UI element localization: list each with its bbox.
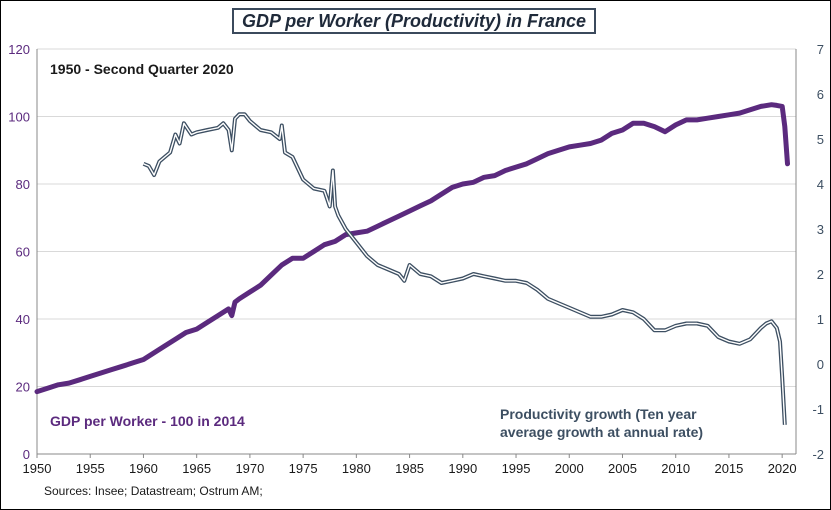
x-tick-label: 1955 (76, 461, 105, 476)
chart-subtitle: 1950 - Second Quarter 2020 (50, 61, 234, 77)
chart-title-box: GDP per Worker (Productivity) in France (232, 8, 596, 34)
y-left-tick-label: 20 (16, 380, 30, 395)
annotation-productivity-line2: average growth at annual rate) (500, 424, 703, 440)
gridlines (37, 48, 796, 455)
y-right-tick-label: 6 (817, 87, 824, 102)
x-tick-label: 1980 (342, 461, 371, 476)
x-tick-label: 1985 (395, 461, 424, 476)
y-right-tick-label: 1 (817, 312, 824, 327)
x-tick-label: 1950 (23, 461, 52, 476)
x-tick-label: 2005 (608, 461, 637, 476)
x-tick-label: 2010 (661, 461, 690, 476)
annotation-productivity-line1: Productivity growth (Ten year (500, 406, 697, 422)
y-right-tick-label: 5 (817, 132, 824, 147)
series-line-productivity-growth-core (143, 113, 786, 425)
x-tick-label: 1960 (129, 461, 158, 476)
y-right-tick-label: 4 (817, 177, 824, 192)
x-tick-label: 1990 (448, 461, 477, 476)
y-right-tick-label: -2 (812, 447, 824, 462)
x-tick-label: 2015 (714, 461, 743, 476)
x-tick-label: 1975 (289, 461, 318, 476)
y-right-tick-label: 2 (817, 267, 824, 282)
axes: 0 20 40 60 80 100 120 -2 -1 0 1 2 3 4 5 6 7 1950 1955 1960 1… (8, 42, 824, 476)
y-left-tick-label: 60 (16, 245, 30, 260)
y-left-tick-label: 0 (23, 447, 30, 462)
series-line-gdp-per-worker (34, 102, 790, 395)
source-note: Sources: Insee; Datastream; Ostrum AM; (44, 484, 263, 498)
chart-title: GDP per Worker (Productivity) in France (241, 10, 587, 31)
y-right-tick-label: -1 (812, 402, 824, 417)
y-left-tick-label: 80 (16, 177, 30, 192)
series-layer (34, 102, 790, 425)
x-tick-label: 1965 (182, 461, 211, 476)
x-tick-label: 1995 (502, 461, 531, 476)
y-left-tick-label: 120 (8, 42, 30, 57)
y-right-tick-label: 3 (817, 222, 824, 237)
y-right-tick-label: 7 (817, 42, 824, 57)
y-left-tick-label: 100 (8, 110, 30, 125)
x-tick-label: 2000 (555, 461, 584, 476)
y-right-tick-label: 0 (817, 357, 824, 372)
x-tick-label: 1970 (235, 461, 264, 476)
x-tick-label: 2020 (768, 461, 797, 476)
series-line-productivity-growth (142, 112, 787, 425)
annotation-gdp-per-worker: GDP per Worker - 100 in 2014 (50, 413, 245, 429)
y-left-tick-label: 40 (16, 312, 30, 327)
